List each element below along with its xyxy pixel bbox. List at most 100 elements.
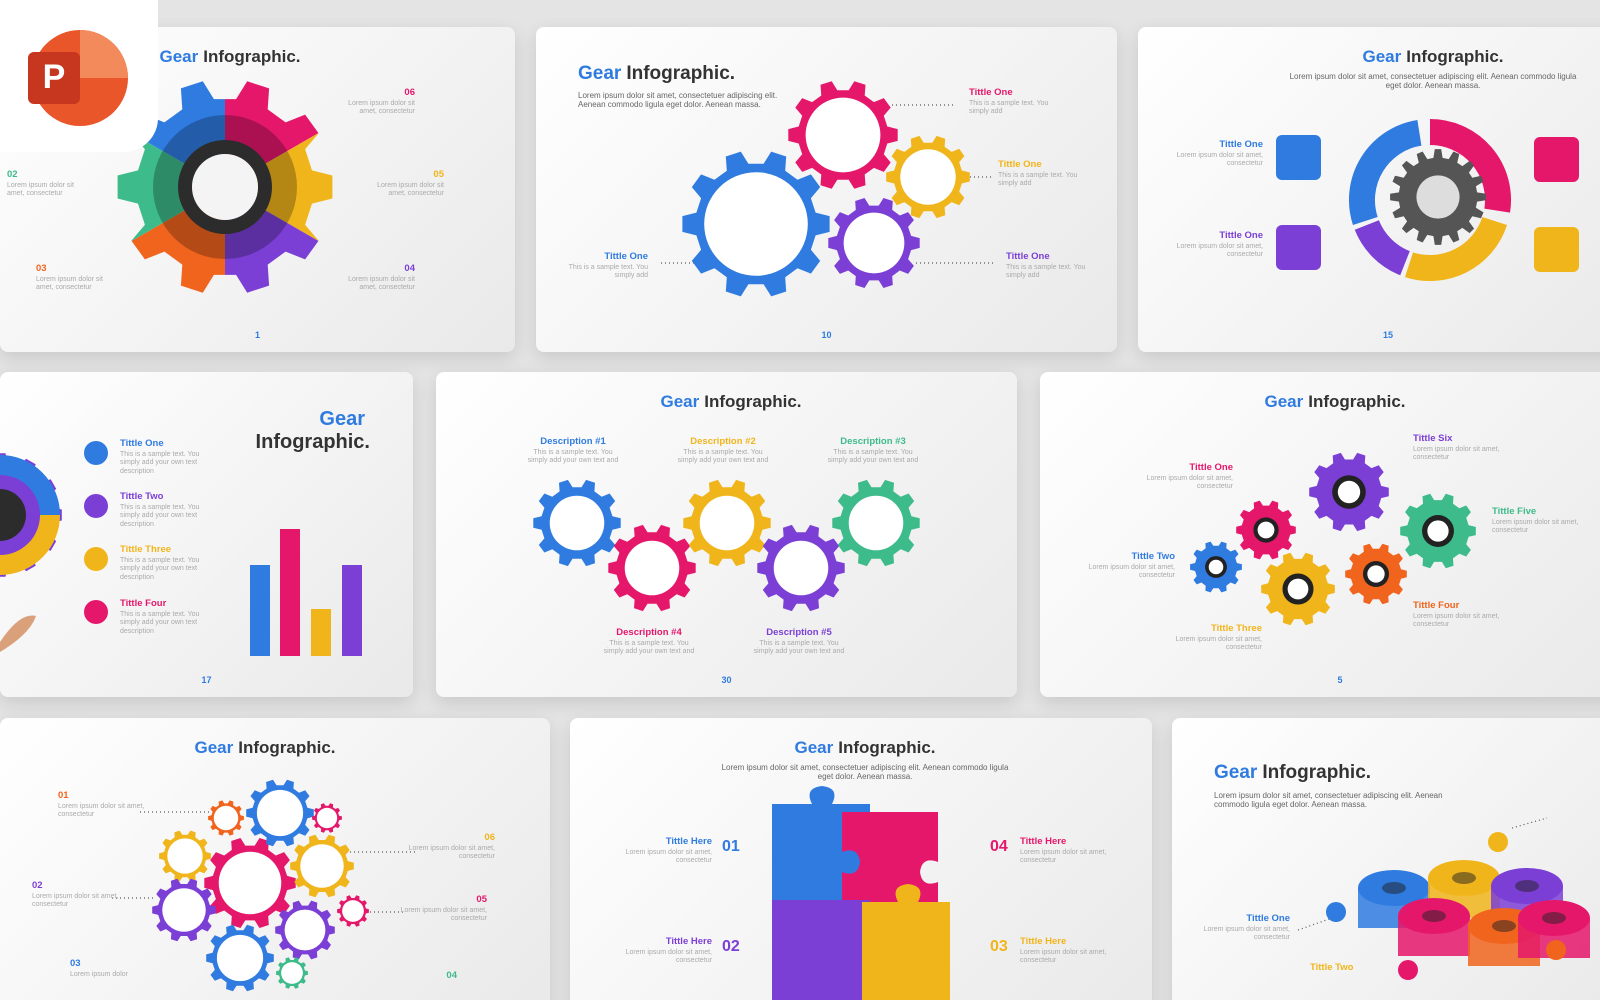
label-number: 05: [476, 894, 487, 905]
label-text: Lorem ipsum dolor sit amet, consectetur: [1413, 446, 1500, 462]
page-number: 17: [201, 675, 212, 685]
label: Tittle Two: [1310, 962, 1400, 973]
slide: Gear Infographic. Lorem ipsum dolor sit am…: [570, 718, 1152, 1000]
slide-graphics: [1276, 119, 1579, 282]
label: Tittle One Lorem ipsum dolor sit amet, co…: [1163, 230, 1263, 260]
label-text: Lorem ipsum dolor sit amet, consectetur: [1413, 613, 1500, 629]
label: 05 Lorem ipsum dolor sit amet, consectetu…: [397, 894, 487, 924]
slide: Gear Infographic. Tittle One Lorem ipsum do…: [1040, 372, 1600, 697]
label-text: This is a sample text. You simply add yo…: [120, 557, 200, 581]
gear-3d-hole: [1492, 920, 1516, 932]
slide-subtitle: Lorem ipsum dolor sit amet, consectetuer…: [578, 91, 778, 110]
gear-hole: [900, 149, 956, 205]
bar-shape: [250, 565, 270, 656]
slide-title: Gear Infographic.: [256, 408, 370, 454]
label-text: Lorem ipsum dolor sit amet, consectetur: [625, 949, 712, 965]
ring: [178, 140, 272, 234]
slide-title: Gear Infographic.: [660, 392, 801, 412]
slide-title: Gear Infographic.: [1214, 762, 1371, 784]
label: Tittle One This is a sample text. You sim…: [1006, 251, 1106, 281]
puzzle: [862, 884, 950, 1000]
slide: Gear Infographic. 06 Lorem ipsum dolor sit …: [0, 27, 515, 352]
label: Description #4 This is a sample text. You…: [599, 627, 699, 657]
label-title: Tittle One: [604, 251, 648, 262]
label: Tittle One Lorem ipsum dolor sit amet, co…: [1143, 462, 1233, 492]
logo-graphic: P: [28, 30, 128, 126]
label-number: 04: [990, 838, 1008, 855]
label-title: Tittle Here: [665, 936, 712, 947]
app-logo: P: [0, 0, 158, 152]
gear-hole: [1257, 521, 1275, 539]
gear-3d-hole: [1452, 872, 1476, 884]
label-title: Tittle One: [120, 438, 164, 449]
gear-3d-hole: [1542, 912, 1566, 924]
label-number: 03: [70, 958, 81, 969]
label: 03 Lorem ipsum dolor sit amet, consectetu…: [36, 263, 116, 293]
title-accent: Gear: [578, 63, 622, 84]
gear-hole: [848, 495, 904, 551]
logo-badge: [28, 52, 80, 104]
title-accent: Gear: [1264, 392, 1304, 411]
label-title: Tittle Here: [665, 836, 712, 847]
bar-shape: [280, 529, 300, 656]
label-text: Lorem ipsum dolor sit amet, consectetur: [1020, 949, 1107, 965]
title-rest: Infographic.: [238, 738, 336, 757]
title-accent: Gear: [1214, 762, 1258, 783]
title-accent: Gear: [319, 408, 365, 430]
puzzle: [772, 900, 870, 1000]
label: 04 Lorem ipsum dolor sit amet, consectetu…: [335, 263, 415, 293]
label-text: This is a sample text. You simply add: [998, 172, 1078, 188]
label-number: 06: [404, 87, 415, 98]
label-title: Tittle One: [1006, 251, 1050, 262]
label: 06 Lorem ipsum dolor sit amet, consectetu…: [335, 87, 415, 117]
label-text: Lorem ipsum dolor sit amet, consectetur: [348, 276, 415, 292]
label-title: Tittle Two: [1131, 551, 1175, 562]
label: 05 Lorem ipsum dolor sit amet, consectetu…: [364, 169, 444, 199]
label-text: Lorem ipsum dolor sit amet, consectetur: [1176, 152, 1263, 168]
label-text: This is a sample text. You simply add yo…: [603, 640, 695, 656]
page-number: 1: [254, 330, 261, 340]
gear-hole: [284, 909, 326, 951]
label-title: Tittle Two: [120, 491, 164, 502]
label-number: 02: [7, 169, 18, 180]
label-text: Lorem ipsum dolor sit amet, consectetur: [1088, 564, 1175, 580]
label: Description #2 This is a sample text. You…: [673, 436, 773, 466]
label-text: This is a sample text. You simply add yo…: [120, 611, 200, 635]
label-title: Tittle Three: [1210, 623, 1262, 634]
label-number: 02: [722, 938, 740, 955]
label-title: Tittle One: [1219, 139, 1263, 150]
page-number: 10: [821, 330, 832, 340]
ring-segment: [1354, 219, 1411, 276]
label: Tittle Two This is a sample text. You sim…: [120, 491, 215, 529]
slide-title: Gear Infographic.: [159, 47, 300, 67]
label-text: Lorem ipsum dolor sit amet, consectetur: [1020, 849, 1107, 865]
label-text: This is a sample text. You simply add yo…: [527, 449, 619, 465]
label-title: Tittle Two: [1310, 962, 1354, 973]
slide-graphics: [1297, 817, 1590, 980]
title-accent: Gear: [159, 47, 199, 66]
gear-hole: [167, 838, 203, 874]
title-rest: Infographic.: [626, 63, 736, 84]
gear-hole: [256, 789, 304, 837]
gear-hole: [1208, 559, 1224, 575]
gear-hole: [1367, 565, 1385, 583]
label-text: Lorem ipsum dolor sit amet, consectetur: [348, 100, 415, 116]
gear-hole: [300, 844, 344, 888]
label: Description #1 This is a sample text. You…: [523, 436, 623, 466]
label-text: Lorem ipsum dolor sit amet, consectetur: [1146, 475, 1233, 491]
logo-letter: P: [43, 58, 66, 96]
gear-hole: [549, 495, 605, 551]
label: Tittle One This is a sample text. You sim…: [998, 159, 1098, 189]
gear-3d-hole: [1382, 882, 1406, 894]
label-text: Lorem ipsum dolor sit amet, consectetur: [1203, 926, 1290, 942]
label-number: 04: [404, 263, 415, 274]
slide-subtitle: Lorem ipsum dolor sit amet, consectetuer…: [1214, 791, 1443, 810]
label: 02 Lorem ipsum dolor sit amet, consectetu…: [32, 880, 122, 910]
title-rest: Infographic.: [1406, 47, 1504, 66]
slide-graphics: [533, 479, 920, 612]
gear-hole: [624, 540, 680, 596]
center: [0, 489, 26, 541]
icon-box: [1276, 135, 1321, 180]
title-rest: Infographic.: [1262, 762, 1372, 783]
